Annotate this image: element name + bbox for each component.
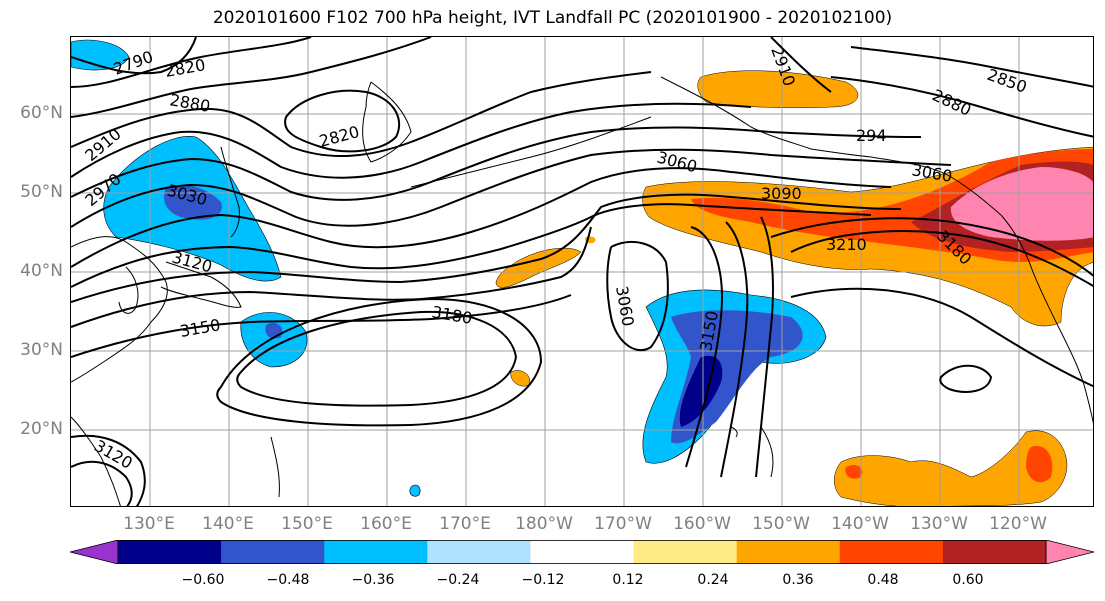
colorbar-segment	[942, 540, 1047, 564]
colorbar-segment	[736, 540, 841, 564]
coast-alaska	[660, 76, 1002, 216]
contour-3120	[71, 226, 592, 328]
contour-3150-loop	[216, 297, 543, 427]
lon-label-140w: 140°W	[831, 514, 889, 534]
contour-2850-ne	[850, 46, 1093, 88]
contour-3180-west	[236, 310, 518, 407]
lon-label-130e: 130°E	[123, 514, 175, 534]
contour-2910-ne	[770, 37, 832, 93]
ivt-positive-small-patch2	[510, 370, 531, 387]
contour-3180-trough	[755, 216, 774, 478]
ivt-negative-japan-core	[163, 185, 222, 220]
colorbar-tick-p060: 0.60	[952, 572, 984, 588]
lon-label-140e: 140°E	[202, 514, 254, 534]
contour-2910	[71, 102, 752, 179]
colorbar-tick-p048: 0.48	[867, 572, 899, 588]
colorbar-segment	[427, 540, 531, 564]
contour-label-2880b: 2880	[929, 85, 974, 119]
lat-label-40n: 40°N	[20, 261, 63, 281]
lat-label-60n: 60°N	[20, 103, 63, 123]
lon-label-160w: 160°W	[673, 514, 731, 534]
colorbar-tick-m048: −0.48	[266, 572, 310, 588]
lon-label-160e: 160°E	[360, 514, 412, 534]
colorbar-tick-m036: −0.36	[351, 572, 395, 588]
contour-3180-east-high	[939, 364, 993, 393]
lon-label-130w: 130°W	[910, 514, 968, 534]
contour-label-3060b: 3060	[612, 284, 638, 327]
colorbar-tick-p024: 0.24	[697, 572, 729, 588]
contour-2820-low	[284, 89, 401, 153]
contour-3120-trough	[685, 226, 723, 468]
coast-kamchatka	[362, 81, 412, 163]
contour-label-2820a: 2820	[163, 55, 206, 81]
lon-label-150w: 150°W	[752, 514, 810, 534]
coast-hawaii	[730, 426, 738, 438]
contour-3150-east	[790, 287, 1093, 388]
colorbar	[70, 540, 1094, 564]
lat-label-50n: 50°N	[20, 182, 63, 202]
contour-label-3060a: 3060	[655, 148, 699, 177]
height-contours	[71, 37, 1093, 506]
colorbar-segment	[324, 540, 428, 564]
lon-label-180w: 180°W	[515, 514, 573, 534]
coast-china-south	[71, 416, 121, 506]
contour-2940	[71, 126, 922, 201]
colorbar-tick-m024: −0.24	[436, 572, 480, 588]
contour-3060-trough	[606, 241, 669, 352]
contour-3210	[790, 230, 1093, 287]
colorbar-tick-m060: −0.60	[181, 572, 225, 588]
contour-label-3210: 3210	[826, 235, 867, 254]
ivt-positive-southeast-red	[1026, 446, 1053, 483]
contour-label-3090: 3090	[761, 184, 802, 203]
contour-3090	[71, 193, 902, 303]
graticule	[71, 37, 1093, 506]
ivt-positive-southeast	[834, 430, 1068, 506]
colorbar-segment	[221, 540, 325, 564]
contour-label-2940: 294	[856, 126, 887, 145]
colorbar-segment	[633, 540, 738, 564]
contour-label-3150: 3150	[178, 315, 221, 341]
contour-3060	[71, 203, 872, 288]
lon-label-170e: 170°E	[439, 514, 491, 534]
colorbar-segment	[118, 540, 222, 564]
ivt-positive-southeast-red2	[845, 465, 863, 479]
contour-2790	[71, 37, 197, 75]
contour-2880	[71, 71, 652, 158]
lon-label-150e: 150°E	[281, 514, 333, 534]
lat-label-30n: 30°N	[20, 340, 63, 360]
map-panel: 2790 2820 2880 2820 2910 2970 3030 3120 …	[70, 36, 1094, 507]
ivt-negative-small-south	[409, 484, 421, 497]
ivt-negative-central-mid	[671, 310, 803, 444]
contour-2850	[71, 37, 432, 118]
lon-label-120w: 120°W	[989, 514, 1047, 534]
lat-label-20n: 20°N	[20, 419, 63, 439]
contour-2970	[71, 148, 952, 228]
coast-mexico	[760, 426, 774, 478]
contour-3030	[71, 167, 892, 268]
contour-label-3180a: 3180	[430, 302, 473, 328]
colorbar-extend-low	[70, 540, 119, 564]
ivt-positive-main-band-pink	[950, 167, 1093, 241]
colorbar-segment	[839, 540, 944, 564]
contour-3150	[71, 294, 572, 358]
colorbar-tick-p012: 0.12	[612, 572, 644, 588]
colorbar-tick-p036: 0.36	[782, 572, 814, 588]
colorbar-tick-m012: −0.12	[521, 572, 565, 588]
colorbar-extend-high	[1045, 540, 1094, 564]
contour-3150-south	[71, 460, 133, 506]
contour-2880-ne	[830, 76, 1093, 138]
contour-2820	[71, 37, 312, 88]
contour-3150-trough	[720, 221, 749, 478]
map-svg: 2790 2820 2880 2820 2910 2970 3030 3120 …	[71, 37, 1093, 506]
map-title: 2020101600 F102 700 hPa height, IVT Land…	[212, 8, 893, 28]
contour-3120-south	[71, 434, 146, 506]
colorbar-outline	[117, 540, 1047, 564]
coast-philippines	[270, 436, 280, 498]
colorbar-segment	[530, 540, 635, 564]
contour-label-2850: 2850	[985, 65, 1030, 97]
contour-3180-east	[770, 217, 1093, 277]
lon-label-170w: 170°W	[594, 514, 652, 534]
contour-label-2820b: 2820	[317, 122, 361, 151]
